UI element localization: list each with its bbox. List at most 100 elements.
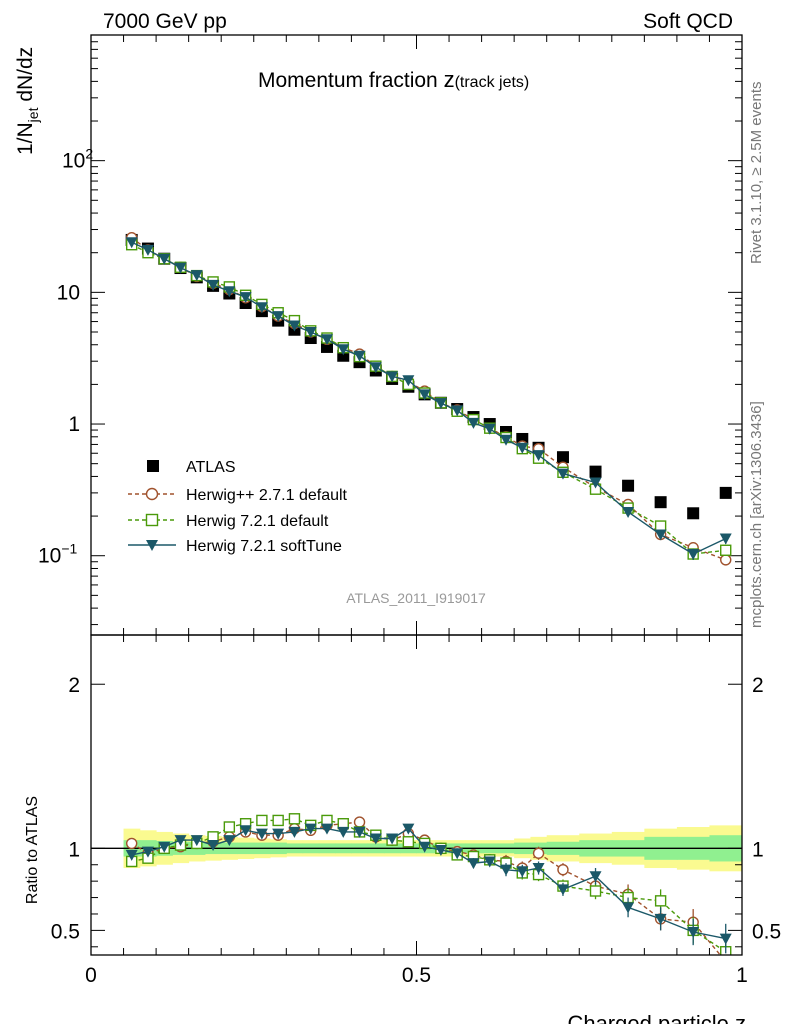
ratio-point-triangle bbox=[320, 823, 333, 835]
ratio-point-square bbox=[272, 814, 284, 827]
main-point-triangle bbox=[500, 434, 513, 446]
main-point-triangle bbox=[239, 292, 252, 304]
ratio-point-triangle bbox=[288, 826, 301, 838]
ratio-point-circle bbox=[721, 957, 731, 967]
main-point-triangle bbox=[158, 253, 171, 265]
ratio-point-triangle bbox=[451, 848, 464, 860]
main-point-triangle bbox=[255, 302, 268, 314]
main-point-data bbox=[589, 465, 602, 478]
legend-marker-herwig721 bbox=[145, 513, 159, 527]
main-point-triangle bbox=[589, 477, 602, 489]
ratio-point-triangle bbox=[125, 849, 138, 861]
ratio-uncertainty-band bbox=[91, 825, 743, 872]
main-point-triangle bbox=[687, 549, 700, 561]
main-point-triangle bbox=[337, 344, 350, 356]
ratio-point-square bbox=[589, 885, 602, 897]
ratio-point-circle bbox=[557, 863, 569, 876]
legend-label-atlas: ATLAS bbox=[186, 459, 236, 476]
ratio-point-triangle bbox=[402, 823, 415, 835]
ratio-point-circle bbox=[125, 837, 138, 850]
ratio-point-triangle bbox=[687, 927, 700, 939]
main-title: Momentum fraction z(track jets) bbox=[258, 67, 529, 92]
legend-marker-herwigpp bbox=[145, 487, 159, 501]
ratio-point-triangle bbox=[174, 835, 187, 847]
rivet-info: Rivet 3.1.10, ≥ 2.5M events bbox=[748, 82, 765, 265]
legend-item-softtune: Herwig 7.2.1 softTune bbox=[128, 538, 342, 555]
ratio-point-triangle bbox=[141, 846, 154, 858]
ratio-series-layer bbox=[125, 813, 732, 967]
analysis-watermark: ATLAS_2011_I919017 bbox=[346, 590, 486, 606]
ratio-point-circle bbox=[353, 816, 366, 828]
main-point-triangle bbox=[353, 350, 366, 362]
main-point-triangle bbox=[434, 398, 447, 410]
legend-marker-softtune bbox=[146, 540, 158, 551]
ratio-ytick-label-right: 0.5 bbox=[752, 920, 781, 943]
main-point-data bbox=[654, 496, 667, 509]
main-point-triangle bbox=[556, 468, 569, 480]
ratio-point-square bbox=[223, 821, 236, 833]
ratio-ylabel: Ratio to ATLAS bbox=[24, 796, 41, 904]
main-point-triangle bbox=[369, 362, 382, 374]
ratio-xtick-label: 1 bbox=[736, 964, 748, 987]
main-point-triangle bbox=[483, 423, 496, 435]
ratio-point-triangle bbox=[337, 826, 350, 838]
ratio-point-triangle bbox=[223, 835, 236, 847]
main-point-triangle bbox=[418, 389, 431, 401]
main-axes: 10−1 1 10 102 bbox=[38, 34, 743, 635]
ratio-ytick-label: 1 bbox=[68, 838, 80, 861]
main-point-triangle bbox=[516, 442, 529, 454]
main-point-triangle bbox=[304, 326, 317, 338]
main-point-triangle bbox=[654, 529, 667, 541]
header-category: Soft QCD bbox=[643, 10, 733, 33]
ratio-point-triangle bbox=[719, 933, 732, 945]
main-point-triangle bbox=[207, 279, 220, 291]
ratio-point-triangle bbox=[434, 844, 447, 856]
ratio-point-triangle bbox=[516, 866, 529, 878]
ratio-point-triangle bbox=[304, 823, 317, 835]
legend-item-atlas: ATLAS bbox=[147, 459, 236, 476]
main-ytick-label: 10 bbox=[57, 281, 80, 304]
ratio-point-triangle bbox=[467, 858, 480, 870]
main-point-triangle bbox=[320, 334, 333, 346]
ratio-point-triangle bbox=[272, 828, 285, 840]
main-ytick-label: 1 bbox=[68, 413, 80, 436]
ratio-point-triangle bbox=[500, 864, 513, 876]
ratio-point-triangle bbox=[532, 863, 545, 875]
ratio-ytick-label: 2 bbox=[68, 674, 80, 697]
ratio-point-square bbox=[288, 813, 301, 825]
ratio-ytick-label-right: 2 bbox=[752, 674, 764, 697]
main-point-triangle bbox=[272, 311, 285, 323]
ratio-point-square bbox=[256, 814, 268, 827]
x-axis-label: Charged particle z bbox=[567, 1011, 746, 1024]
main-point-triangle bbox=[223, 286, 236, 298]
main-point-triangle bbox=[141, 244, 154, 256]
main-ytick-label: 102 bbox=[62, 146, 93, 173]
ratio-point-triangle bbox=[386, 833, 399, 845]
legend-item-herwigpp: Herwig++ 2.7.1 default bbox=[128, 487, 348, 504]
ratio-xtick-label: 0 bbox=[85, 964, 97, 987]
ratio-point-square bbox=[402, 836, 415, 848]
main-point-triangle bbox=[622, 506, 635, 518]
main-point-triangle bbox=[532, 450, 545, 462]
ratio-axes: 0.5 0.51 12 20 0.5 1 bbox=[51, 635, 781, 987]
main-point-square bbox=[720, 544, 732, 556]
ratio-point-triangle bbox=[353, 826, 366, 838]
main-point-triangle bbox=[719, 533, 732, 545]
main-point-triangle bbox=[386, 371, 399, 383]
main-point-triangle bbox=[190, 270, 203, 282]
ratio-point-triangle bbox=[369, 833, 382, 845]
ratio-point-triangle bbox=[158, 841, 171, 853]
ratio-point-triangle bbox=[207, 840, 220, 852]
main-point-data bbox=[719, 486, 732, 499]
ratio-point-square bbox=[654, 895, 667, 907]
ratio-point-circle bbox=[532, 847, 545, 859]
legend-marker-atlas bbox=[147, 460, 159, 472]
header-energy: 7000 GeV pp bbox=[103, 10, 227, 33]
ratio-point-triangle bbox=[418, 841, 431, 853]
ratio-point-triangle bbox=[239, 825, 252, 837]
ratio-ytick-label: 0.5 bbox=[51, 920, 80, 943]
legend: ATLAS Herwig++ 2.7.1 default Herwig 7.2.… bbox=[128, 459, 348, 555]
main-point-triangle bbox=[125, 237, 138, 249]
main-point-triangle bbox=[288, 320, 301, 332]
